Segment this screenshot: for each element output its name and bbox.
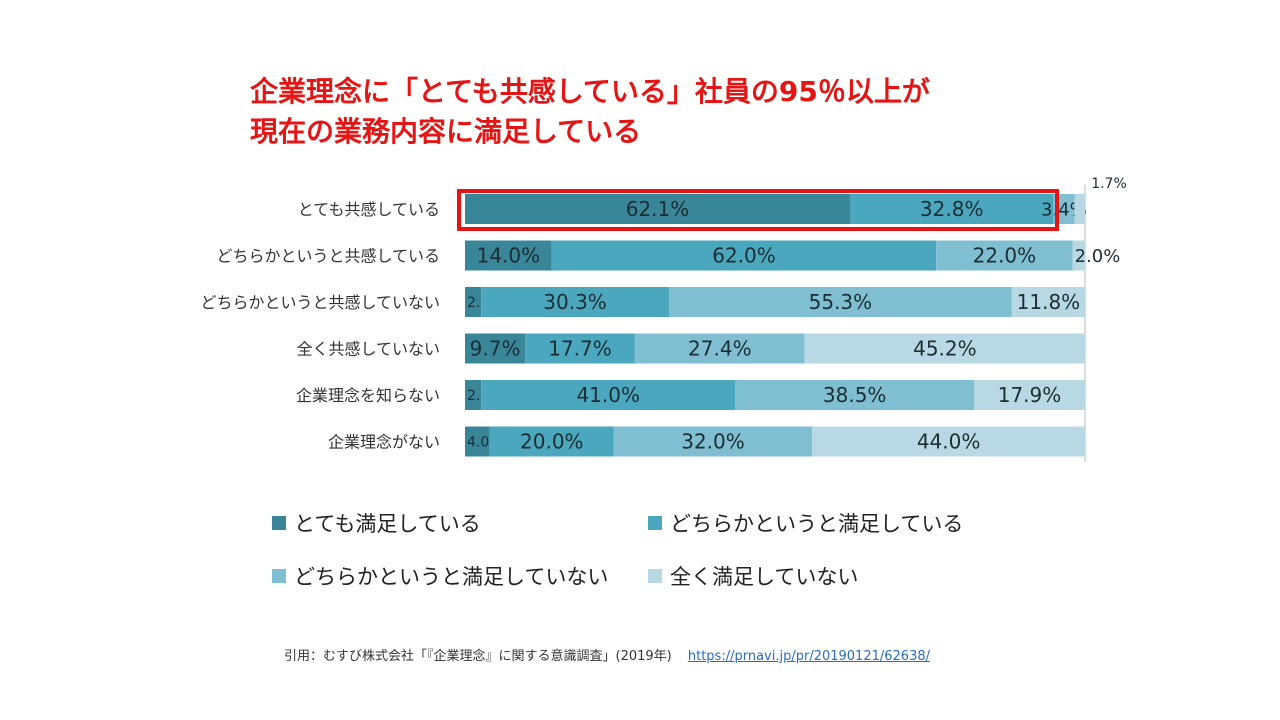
legend-label-somewhat-satisfied: どちらかというと満足している xyxy=(670,512,964,536)
bar-segment-somewhat-satisfied xyxy=(481,287,669,317)
value-label: 27.4% xyxy=(688,337,752,361)
bar-segment-somewhat-satisfied xyxy=(551,240,937,271)
value-label: 45.2% xyxy=(913,337,977,361)
value-label: 2.0% xyxy=(1075,246,1121,267)
value-label: 32.8% xyxy=(920,197,984,221)
value-label: 62.0% xyxy=(712,244,776,268)
legend-item-somewhat-unsatisfied: どちらかというと満足していない xyxy=(272,561,608,591)
value-label: 62.1% xyxy=(626,197,690,221)
legend-label-very-satisfied: とても満足している xyxy=(294,512,481,536)
value-label: 30.3% xyxy=(543,290,607,314)
bar-segment-very-satisfied xyxy=(465,380,482,410)
value-label: 9.7% xyxy=(470,337,521,361)
bar-segment-very-satisfied xyxy=(465,194,851,224)
title-line-2: 現在の業務内容に満足している xyxy=(250,115,642,148)
legend-swatch-somewhat-unsatisfied xyxy=(272,569,286,583)
bar-segment-not-satisfied xyxy=(804,333,1085,364)
category-label: 全く共感していない xyxy=(296,340,440,359)
legend-swatch-not-satisfied xyxy=(648,569,662,583)
bar-segment-somewhat-unsatisfied xyxy=(735,380,975,410)
bar-segment-somewhat-satisfied xyxy=(525,333,635,364)
bar-segment-not-satisfied xyxy=(1072,240,1085,271)
value-label: 38.5% xyxy=(823,383,887,407)
chart-title: 企業理念に「とても共感している」社員の95％以上が 現在の業務内容に満足している xyxy=(250,72,930,152)
bar-segment-very-satisfied xyxy=(465,426,490,457)
value-label: 41.0% xyxy=(576,383,640,407)
legend-item-not-satisfied: 全く満足していない xyxy=(648,561,858,591)
value-label: 14.0% xyxy=(477,244,541,268)
legend-swatch-very-satisfied xyxy=(272,516,286,530)
bar-segment-somewhat-satisfied xyxy=(850,194,1054,224)
category-label: とても共感している xyxy=(298,200,440,219)
bar-segment-somewhat-unsatisfied xyxy=(613,426,813,457)
value-label: 55.3% xyxy=(809,290,873,314)
value-label: 44.0% xyxy=(917,430,981,454)
legend-swatch-somewhat-satisfied xyxy=(648,516,662,530)
bar-segment-very-satisfied xyxy=(465,240,552,271)
citation-text: 引用：むすび株式会社「『企業理念』に関する意識調査」(2019年) xyxy=(284,649,672,664)
value-label: 1.7% xyxy=(1091,176,1127,192)
bar-segment-not-satisfied xyxy=(1074,194,1085,224)
citation: 引用：むすび株式会社「『企業理念』に関する意識調査」(2019年) https:… xyxy=(284,645,930,664)
bar-segment-somewhat-satisfied xyxy=(489,426,614,457)
category-label: 企業理念を知らない xyxy=(296,386,440,405)
bar-segment-not-satisfied xyxy=(812,426,1085,457)
bar-segment-not-satisfied xyxy=(974,380,1085,410)
value-label: 32.0% xyxy=(681,430,745,454)
category-label: 企業理念がない xyxy=(328,433,440,452)
legend-item-very-satisfied: とても満足している xyxy=(272,508,481,538)
bar-segment-somewhat-unsatisfied xyxy=(936,240,1073,271)
value-label: 11.8% xyxy=(1017,290,1081,314)
legend-item-somewhat-satisfied: どちらかというと満足している xyxy=(648,508,963,538)
stacked-bar-chart: とても共感している 62.1% 32.8% 3.4%1.7%どちらかというと共感してい… xyxy=(200,176,1127,462)
category-label: どちらかというと共感していない xyxy=(200,293,440,312)
legend-label-not-satisfied: 全く満足していない xyxy=(670,565,859,589)
title-line-1: 企業理念に「とても共感している」社員の95％以上が xyxy=(250,75,930,108)
citation-link[interactable]: https://prnavi.jp/pr/20190121/62638/ xyxy=(687,649,930,664)
highlight-box xyxy=(457,189,1059,231)
legend-label-somewhat-unsatisfied: どちらかというと満足していない xyxy=(294,565,609,589)
bar-segment-very-satisfied xyxy=(465,287,482,317)
value-label: 20.0% xyxy=(520,430,584,454)
category-label: どちらかというと共感している xyxy=(216,247,440,266)
value-label: 17.9% xyxy=(998,383,1062,407)
bar-segment-somewhat-satisfied xyxy=(481,380,736,410)
bar-segment-very-satisfied xyxy=(465,333,526,364)
bar-segment-not-satisfied xyxy=(1011,287,1085,317)
bar-segment-somewhat-unsatisfied xyxy=(634,333,805,364)
value-label: 22.0% xyxy=(973,244,1037,268)
bar-segment-somewhat-unsatisfied xyxy=(668,287,1012,317)
value-label: 17.7% xyxy=(548,337,612,361)
